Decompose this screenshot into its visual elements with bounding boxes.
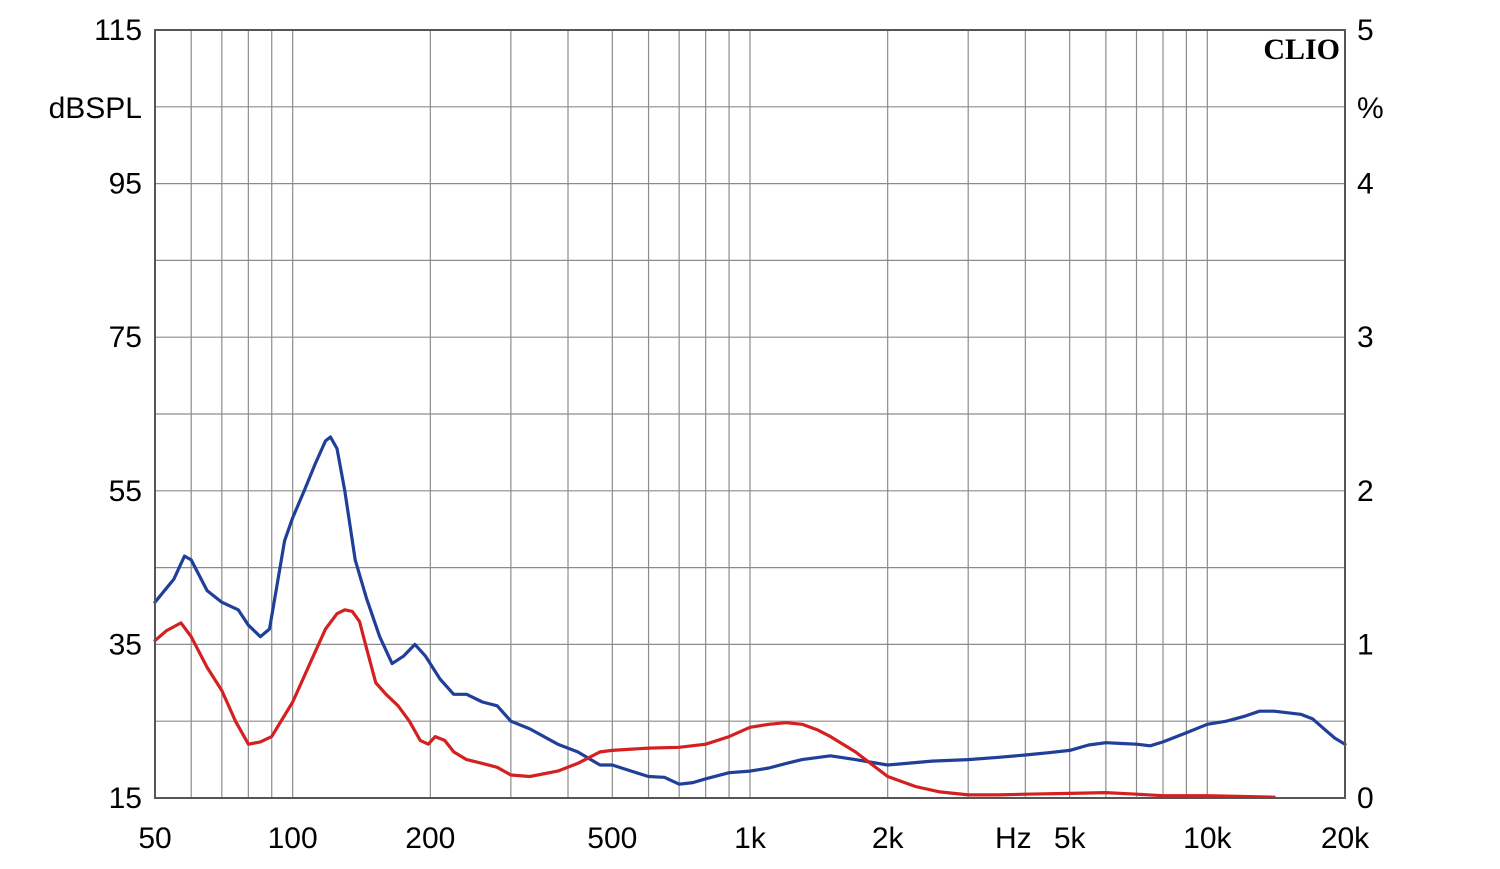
y-right-tick-label: 3 — [1357, 321, 1374, 354]
y-left-tick-label: 95 — [109, 168, 142, 201]
y-right-tick-label: 1 — [1357, 628, 1374, 661]
clio-watermark: CLIO — [1263, 33, 1340, 66]
x-tick-label: 500 — [587, 822, 637, 855]
series-line-1 — [153, 435, 1347, 786]
x-axis-unit: Hz — [995, 822, 1032, 855]
x-tick-label: 2k — [872, 822, 905, 855]
y-left-tick-label: 75 — [109, 321, 142, 354]
x-tick-label: 1k — [734, 822, 767, 855]
y-left-tick-label: 55 — [109, 475, 142, 508]
y-right-tick-label: 2 — [1357, 475, 1374, 508]
right-axis-unit: % — [1357, 92, 1384, 125]
x-tick-label: 5k — [1054, 822, 1087, 855]
x-tick-label: 10k — [1183, 822, 1232, 855]
x-tick-label: 20k — [1321, 822, 1370, 855]
y-left-tick-label: 35 — [109, 628, 142, 661]
series-line-2 — [153, 608, 1276, 799]
x-tick-label: 100 — [268, 822, 318, 855]
plot-frame — [154, 29, 1346, 799]
tick-labels: 50 100 200 500 1k 2k 5k 10k 20k 115 95 75 55 35 15 5 4 3 2… — [94, 14, 1374, 855]
series-layer — [153, 435, 1347, 799]
x-tick-label: 200 — [405, 822, 455, 855]
y-right-tick-label: 4 — [1357, 168, 1374, 201]
grid — [155, 30, 1345, 798]
y-right-tick-label: 5 — [1357, 14, 1374, 47]
y-left-tick-label: 15 — [109, 782, 142, 815]
y-right-tick-label: 0 — [1357, 782, 1374, 815]
left-axis-unit: dBSPL — [49, 92, 142, 125]
x-tick-label: 50 — [138, 822, 171, 855]
y-left-tick-label: 115 — [94, 14, 142, 47]
